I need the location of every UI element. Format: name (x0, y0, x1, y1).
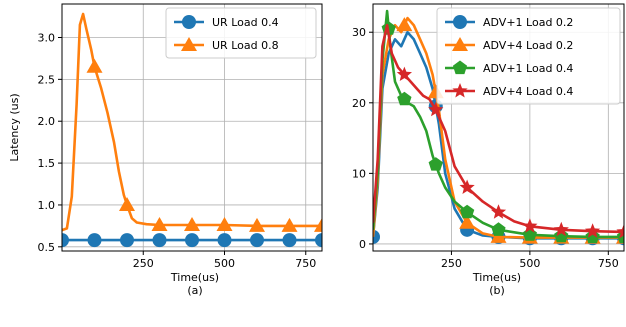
y-tick-label: 2.0 (38, 115, 56, 128)
panel-caption: (a) (187, 284, 202, 297)
legend-label: ADV+1 Load 0.4 (483, 62, 573, 75)
data-point (314, 217, 322, 232)
data-point (396, 66, 412, 81)
chart-panel-1: 250 500 750 0.5 1.0 1.5 2.0 2.5 3.0 Time(us) Laten… (8, 3, 323, 297)
data-point (250, 233, 264, 248)
y-tick-label: 20 (352, 97, 366, 110)
y-tick-label: 2.5 (38, 73, 56, 86)
y-tick-label: 30 (352, 26, 366, 39)
data-point (184, 217, 200, 232)
data-point (616, 223, 624, 239)
y-tick-label: 1.5 (38, 157, 56, 170)
data-point (62, 233, 69, 248)
data-point (315, 233, 322, 248)
series-group (373, 9, 624, 246)
data-point (119, 196, 135, 211)
y-tick-label: 1.0 (38, 199, 56, 212)
legend-label: UR Load 0.8 (212, 39, 279, 52)
data-point (460, 204, 475, 219)
data-point (282, 233, 297, 248)
data-point (397, 91, 412, 106)
x-axis-label: Time(us) (170, 271, 219, 284)
data-point (185, 233, 199, 248)
data-point (428, 157, 443, 171)
legend-marker (181, 37, 197, 51)
y-axis-label: Latency (us) (8, 93, 21, 161)
legend-marker (452, 37, 468, 51)
data-point (522, 218, 538, 233)
series-group (62, 12, 322, 248)
data-point (459, 179, 475, 194)
data-point (249, 217, 265, 232)
data-point (151, 217, 168, 232)
data-point (373, 229, 380, 244)
data-point (152, 233, 167, 248)
data-point (459, 214, 476, 229)
data-point (553, 221, 569, 237)
y-tick-label: 10 (352, 167, 366, 180)
data-point (491, 222, 506, 236)
data-point (217, 233, 232, 248)
chart-panel-2: 250 500 750 0 10 20 30 Time(us)(b) ADV+1 Load 0.… (352, 3, 625, 297)
data-point (281, 217, 298, 232)
series-line-2 (62, 12, 322, 232)
data-point (490, 204, 507, 219)
x-tick-label: 500 (214, 257, 235, 270)
x-axis-label: Time(us) (472, 271, 521, 284)
panel-caption: (b) (489, 284, 505, 297)
legend-marker (452, 60, 468, 75)
legend: UR Load 0.4 UR Load 0.8 (165, 7, 317, 59)
axes-frame (372, 3, 625, 252)
legend-box (436, 7, 621, 105)
y-tick-label: 3.0 (38, 31, 56, 44)
y-tick-label: 0 (359, 238, 366, 251)
legend-label: ADV+1 Load 0.2 (483, 16, 573, 29)
legend-marker (182, 15, 196, 29)
data-point (396, 17, 413, 32)
data-point (87, 233, 102, 248)
legend-label: ADV+4 Load 0.4 (483, 85, 573, 98)
legend-marker (453, 15, 467, 29)
legend: ADV+1 Load 0.2 ADV+4 Load 0.2 ADV+1 Load 0… (436, 7, 621, 105)
legend-marker (452, 83, 468, 98)
series-line-4 (373, 23, 624, 234)
x-tick-label: 750 (295, 257, 316, 270)
data-point (86, 58, 103, 73)
axes-frame (61, 3, 323, 252)
data-point (120, 233, 134, 248)
x-tick-label: 750 (598, 257, 619, 270)
legend-label: UR Load 0.4 (212, 16, 279, 29)
data-point (585, 223, 601, 238)
y-tick-label: 0.5 (38, 241, 56, 254)
x-tick-label: 500 (519, 257, 540, 270)
data-point (428, 101, 444, 117)
data-point (216, 217, 233, 232)
x-tick-label: 250 (133, 257, 154, 270)
data-point (585, 229, 600, 243)
legend-label: ADV+4 Load 0.2 (483, 39, 573, 52)
x-tick-label: 250 (441, 257, 462, 270)
